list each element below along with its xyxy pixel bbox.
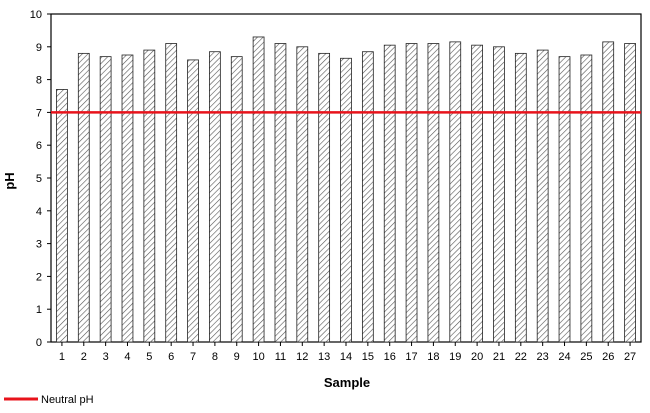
bar-sample-16 [383,44,396,343]
bar-sample-1 [56,89,68,343]
x-axis-ticks: 1 2 3 4 5 6 7 8 9 10 11 12 13 14 15 16 17 18 19 20 21 22 23 24 2… [59,342,636,363]
bar-sample-15 [361,51,374,343]
x-tick-label: 10 [252,351,264,363]
x-tick-label: 16 [384,351,396,363]
y-tick-label: 10 [30,9,42,21]
x-tick-label: 18 [427,351,439,363]
bar-sample-9 [230,56,243,343]
bar-sample-8 [209,51,221,343]
x-tick-label: 7 [190,351,196,363]
legend: Neutral pH [4,394,94,406]
y-tick-label: 2 [36,271,42,283]
bar-sample-13 [318,52,331,343]
x-tick-label: 3 [103,351,109,363]
bar-sample-5 [143,49,156,343]
y-tick-label: 5 [36,173,42,185]
y-tick-label: 7 [36,107,42,119]
x-axis-title: Sample [324,375,370,390]
y-axis-ticks: 0 1 2 3 4 5 6 7 8 9 10 [30,9,51,349]
bar-sample-18 [427,43,440,343]
x-tick-label: 19 [449,351,461,363]
bar-sample-7 [187,59,199,343]
y-tick-label: 6 [36,140,42,152]
x-tick-label: 20 [471,351,483,363]
bar-sample-26 [602,41,615,343]
x-tick-label: 11 [275,351,286,363]
bar-sample-2 [77,52,90,343]
x-tick-label: 1 [59,351,65,363]
bar-sample-12 [296,46,309,343]
bar-sample-24 [558,56,571,343]
bar-sample-17 [405,43,418,343]
y-tick-label: 3 [36,239,42,251]
bar-sample-25 [580,54,593,343]
x-tick-label: 22 [515,351,527,363]
bar-sample-3 [99,56,112,343]
bar-sample-27 [624,43,636,343]
bar-sample-11 [274,43,287,343]
bar-sample-4 [121,54,134,343]
x-tick-label: 2 [81,351,87,363]
x-tick-label: 14 [340,351,352,363]
y-tick-label: 1 [36,304,42,316]
x-tick-label: 26 [602,351,614,363]
bar-sample-21 [493,46,505,343]
x-tick-label: 13 [318,351,330,363]
bar-sample-20 [471,44,483,343]
x-tick-label: 9 [234,351,240,363]
x-tick-label: 23 [537,351,549,363]
x-tick-label: 21 [493,351,505,363]
y-tick-label: 8 [36,75,42,87]
x-tick-label: 27 [624,351,636,363]
x-tick-label: 5 [146,351,152,363]
x-tick-label: 8 [212,351,218,363]
bar-sample-22 [514,52,527,343]
x-tick-label: 15 [362,351,374,363]
y-axis-title: pH [2,172,17,189]
x-tick-label: 12 [296,351,308,363]
bar-sample-14 [340,57,352,343]
y-tick-label: 9 [36,42,42,54]
x-tick-label: 24 [558,351,570,363]
y-tick-label: 0 [36,337,42,349]
x-tick-label: 6 [168,351,174,363]
x-tick-label: 4 [124,351,130,363]
x-tick-label: 25 [580,351,592,363]
bar-sample-19 [449,41,462,343]
legend-label: Neutral pH [41,394,94,406]
bar-sample-23 [536,49,549,343]
y-tick-label: 4 [36,206,42,218]
bars-group [56,36,636,343]
x-tick-label: 17 [405,351,417,363]
bar-sample-10 [252,36,265,343]
bar-sample-6 [165,43,178,343]
